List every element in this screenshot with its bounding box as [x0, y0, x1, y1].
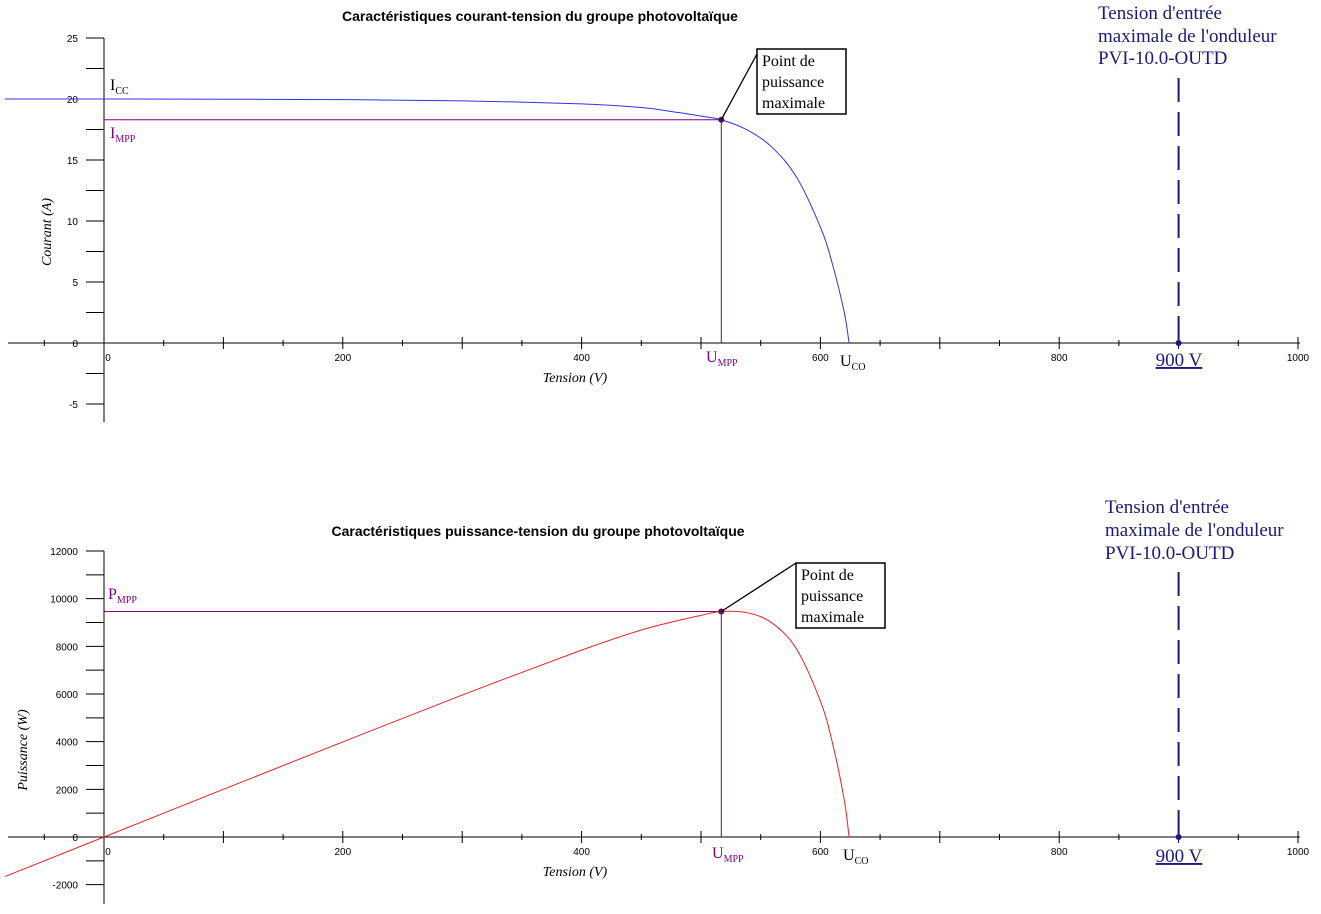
pv-callout-box — [795, 562, 886, 629]
pv-chart: Caractéristiques puissance-tension du gr… — [4, 497, 1310, 904]
iv-callout-box — [756, 48, 847, 115]
y-tick-label: 20 — [67, 95, 79, 106]
y-tick-label: 6000 — [56, 690, 79, 701]
y-tick-label: -2000 — [52, 881, 78, 892]
y-tick-label: 0 — [72, 833, 78, 844]
y-tick-label: 25 — [67, 34, 79, 45]
x-tick-label: 1000 — [1287, 353, 1310, 364]
umpp-label-iv: UMPP — [706, 349, 738, 369]
x-tick-label: 400 — [573, 353, 590, 364]
x-tick-label: 1000 — [1287, 847, 1310, 858]
x-tick-label: 600 — [812, 847, 829, 858]
pmpp-label: PMPP — [108, 586, 137, 606]
y-tick-label: 2000 — [56, 785, 79, 796]
y-tick-label: 5 — [72, 278, 78, 289]
pv-x-axis-label: Tension (V) — [543, 865, 608, 880]
y-tick-label: 15 — [67, 156, 79, 167]
iv-callout-pointer — [720, 53, 758, 121]
impp-label: IMPP — [110, 125, 136, 145]
pv-callout-line-1: Point de — [801, 567, 854, 584]
isc-label: ICC — [110, 77, 129, 97]
iv-callout-line-3: maximale — [762, 95, 825, 112]
x-tick-label: 200 — [334, 847, 351, 858]
y-tick-label: -5 — [69, 400, 78, 411]
x-tick-label: 0 — [105, 353, 111, 364]
iv-y-axis-label: Courant (A) — [40, 198, 55, 266]
iv-inverter-text-3: PVI-10.0-OUTD — [1098, 48, 1227, 69]
x-tick-label: 800 — [1051, 847, 1068, 858]
umpp-label-pv: UMPP — [712, 845, 744, 865]
x-tick-label: 600 — [812, 353, 829, 364]
uco-label-iv: UCO — [840, 353, 865, 373]
pv-callout-pointer — [720, 562, 797, 613]
y-tick-label: 10000 — [50, 595, 78, 606]
pv-inverter-text-1: Tension d'entrée — [1105, 497, 1229, 518]
iv-inverter-text-2: maximale de l'onduleur — [1098, 26, 1277, 47]
iv-chart: Caractéristiques courant-tension du grou… — [4, 3, 1310, 422]
pv-callout-line-2: puissance — [801, 588, 863, 605]
uco-label-pv: UCO — [843, 847, 868, 867]
iv-curve — [4, 98, 850, 344]
y-tick-label: 12000 — [50, 547, 78, 558]
x-tick-label: 200 — [334, 353, 351, 364]
x-tick-label: 800 — [1051, 353, 1068, 364]
y-tick-label: 0 — [72, 339, 78, 350]
iv-callout-line-1: Point de — [762, 53, 815, 70]
pv-inverter-value: 900 V — [1156, 846, 1203, 867]
pv-inverter-text-2: maximale de l'onduleur — [1105, 520, 1284, 541]
pv-inverter-limit-point — [1175, 834, 1182, 840]
iv-callout-line-2: puissance — [762, 74, 824, 91]
iv-ticks: 0 200 400 600 800 1000 -5 0 5 10 15 20 25 — [43, 34, 1310, 411]
pv-callout-line-3: maximale — [801, 609, 864, 626]
x-tick-label: 400 — [573, 847, 590, 858]
iv-x-axis-label: Tension (V) — [543, 371, 608, 386]
pv-inverter-text-3: PVI-10.0-OUTD — [1105, 543, 1234, 564]
iv-inverter-limit-point — [1175, 340, 1182, 346]
pv-y-axis-label: Puissance (W) — [16, 709, 31, 792]
iv-inverter-text-1: Tension d'entrée — [1098, 3, 1222, 24]
x-tick-label: 0 — [105, 847, 111, 858]
pv-ticks: 0 200 400 600 800 1000 -2000 0 2000 4000 6000 8000 1… — [43, 547, 1310, 892]
iv-inverter-value: 900 V — [1156, 350, 1203, 371]
y-tick-label: 8000 — [56, 642, 79, 653]
iv-chart-title: Caractéristiques courant-tension du grou… — [342, 8, 738, 24]
pv-chart-title: Caractéristiques puissance-tension du gr… — [331, 523, 744, 539]
y-tick-label: 4000 — [56, 738, 79, 749]
pv-curve — [4, 610, 850, 878]
y-tick-label: 10 — [67, 217, 79, 228]
